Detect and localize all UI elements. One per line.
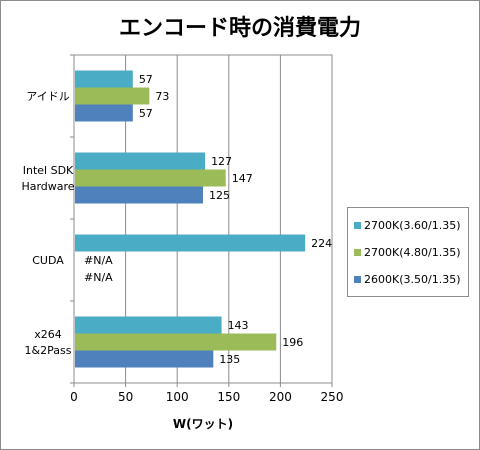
x-axis-label: W(ワット) [173,417,233,431]
data-label: 127 [211,155,232,168]
x-tick-label: 250 [321,390,344,404]
bar [75,104,133,122]
y-category-label: x264 1&2Pass [25,328,72,357]
y-category-label: Intel SDK Hardware [21,164,74,193]
legend-item-1: 2700K(3.60/1.35) [354,218,460,232]
x-tick-label: 200 [269,390,292,404]
bar [75,152,206,170]
data-label: 143 [228,319,249,332]
x-tick-label: 100 [166,390,189,404]
data-label: 135 [219,353,240,366]
data-label-na: #N/A [84,254,113,267]
y-category-label: CUDA [32,254,64,267]
bar [75,316,222,334]
legend: 2700K(3.60/1.35) 2700K(4.80/1.35) 2600K(… [347,207,469,297]
x-tick-label: 150 [217,390,240,404]
legend-label-1: 2700K(3.60/1.35) [364,218,461,232]
data-label: 196 [282,336,303,349]
chart-title: エンコード時の消費電力 [118,16,361,41]
legend-swatch-1 [354,221,361,229]
legend-label-3: 2600K(3.50/1.35) [364,272,461,286]
bar [75,169,226,187]
data-label: 57 [139,73,153,86]
x-tick-label: 50 [118,390,133,404]
legend-label-2: 2700K(4.80/1.35) [364,245,461,259]
data-label: 125 [209,189,230,202]
bar [75,87,150,105]
data-label: 73 [155,90,169,103]
data-label-na: #N/A [84,271,113,284]
y-category-label: アイドル [26,90,69,103]
legend-swatch-3 [354,275,361,283]
bar [75,70,133,88]
legend-item-2: 2700K(4.80/1.35) [354,245,460,259]
data-label: 147 [232,172,253,185]
legend-item-3: 2600K(3.50/1.35) [354,272,460,286]
bar [75,333,277,351]
bar [75,350,214,368]
legend-swatch-2 [354,248,361,256]
bar [75,234,306,252]
bar [75,186,203,204]
x-tick-label: 0 [70,390,78,404]
data-label: 57 [139,107,153,120]
data-label: 224 [311,237,332,250]
